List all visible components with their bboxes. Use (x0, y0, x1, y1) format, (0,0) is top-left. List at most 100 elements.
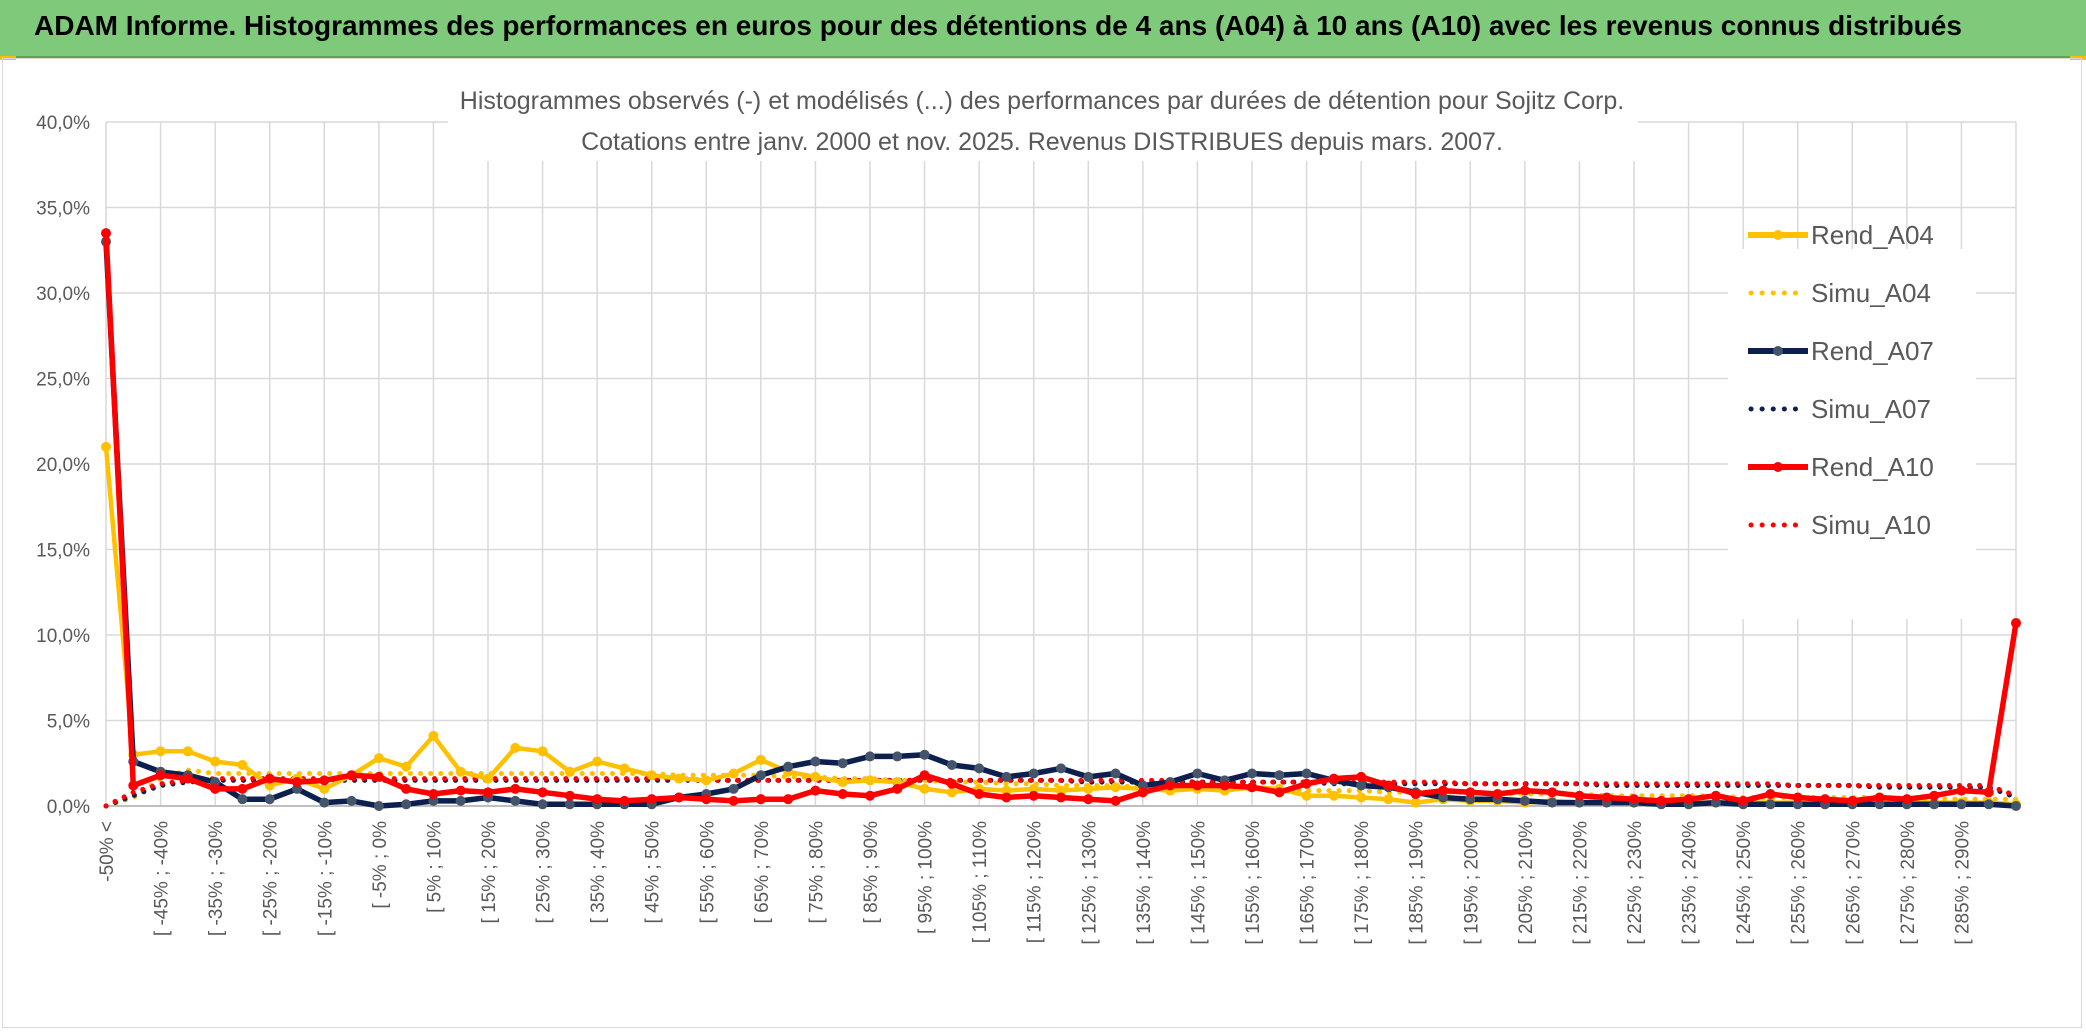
y-tick-label: 35,0% (36, 199, 90, 220)
data-point-rend_a10 (1847, 795, 1858, 806)
data-point-rend_a10 (1601, 792, 1612, 803)
data-point-rend_a07 (1792, 799, 1803, 810)
data-point-rend_a07 (1438, 792, 1448, 803)
data-point-rend_a10 (1492, 789, 1503, 800)
data-point-rend_a10 (1328, 773, 1339, 784)
data-point-rend_a10 (810, 785, 821, 796)
x-tick-label: [ 205% ; 210% (1516, 821, 1537, 945)
y-tick-label: 30,0% (36, 284, 90, 305)
chart-title-block: Histogrammes observés (-) et modélisés (… (448, 81, 1638, 161)
x-tick-label: [ -25% ; -20% (261, 821, 282, 936)
data-point-rend_a10 (1547, 787, 1558, 798)
data-point-rend_a10 (1247, 782, 1257, 793)
data-point-rend_a10 (837, 789, 848, 800)
data-point-rend_a10 (755, 794, 766, 805)
legend-label-rend_a07: Rend_A07 (1811, 336, 1934, 366)
data-point-rend_a04 (1028, 783, 1039, 794)
data-point-rend_a10 (101, 228, 111, 239)
data-point-rend_a04 (837, 777, 848, 788)
data-point-rend_a10 (1956, 785, 1967, 796)
data-point-rend_a10 (1738, 795, 1749, 806)
title-background (448, 81, 1638, 161)
data-point-rend_a04 (755, 754, 766, 765)
data-point-rend_a07 (1110, 768, 1121, 779)
data-point-rend_a10 (264, 773, 275, 784)
data-point-rend_a07 (1465, 794, 1476, 805)
data-point-rend_a07 (1574, 797, 1585, 808)
data-point-rend_a07 (2011, 801, 2021, 811)
data-point-rend_a07 (946, 759, 957, 770)
data-point-rend_a07 (373, 801, 384, 811)
x-tick-label: [ 135% ; 140% (1134, 821, 1155, 945)
data-point-rend_a10 (1874, 792, 1885, 803)
data-point-rend_a04 (1001, 785, 1012, 796)
data-point-rend_a10 (128, 780, 139, 791)
data-point-rend_a07 (1274, 770, 1285, 781)
x-tick-label: [ -5% ; 0% (370, 821, 391, 909)
data-point-rend_a10 (646, 794, 657, 805)
data-point-rend_a10 (428, 789, 439, 800)
legend-label-simu_a10: Simu_A10 (1811, 510, 1931, 540)
y-tick-label: 10,0% (36, 626, 90, 647)
data-point-rend_a04 (1328, 790, 1339, 801)
data-point-rend_a10 (1410, 789, 1421, 800)
data-point-rend_a07 (974, 763, 985, 774)
data-point-rend_a10 (182, 773, 193, 784)
data-point-rend_a10 (237, 783, 248, 794)
data-point-rend_a04 (1301, 790, 1312, 801)
legend-marker-rend_a10 (1773, 462, 1783, 472)
data-point-rend_a10 (2011, 618, 2021, 629)
data-point-rend_a07 (1056, 763, 1066, 774)
data-point-rend_a10 (1656, 795, 1667, 806)
legend-label-simu_a04: Simu_A04 (1811, 278, 1931, 308)
series-lines (101, 228, 2021, 811)
data-point-rend_a10 (1710, 790, 1721, 801)
data-point-rend_a10 (510, 783, 521, 794)
data-point-rend_a07 (892, 751, 903, 762)
chart-area: 0,0% 5,0% 10,0% 15,0% 20,0% 25,0% 30,0% 35,0% 40… (2, 58, 2082, 1028)
x-axis-labels: -50% < [ -45% ; -40% [ -35% ; -30% [ -25% ;… (97, 821, 1973, 945)
data-point-rend_a04 (373, 753, 384, 764)
data-point-rend_a04 (646, 770, 657, 781)
data-point-rend_a04 (319, 783, 330, 794)
x-tick-label: [ 105% ; 110% (970, 821, 991, 943)
data-point-rend_a10 (1165, 780, 1176, 791)
grid (105, 121, 2017, 807)
x-tick-label: [ 5% ; 10% (424, 821, 445, 913)
data-point-rend_a07 (1956, 799, 1967, 810)
data-point-rend_a07 (810, 756, 821, 767)
y-tick-label: 25,0% (36, 370, 90, 391)
data-point-rend_a10 (974, 789, 985, 800)
data-point-rend_a07 (1301, 768, 1312, 779)
data-point-rend_a07 (728, 783, 739, 794)
data-point-rend_a10 (1001, 792, 1012, 803)
data-point-rend_a07 (237, 794, 248, 805)
report-title: ADAM Informe. Histogrammes des performan… (34, 10, 1962, 41)
data-point-rend_a04 (674, 773, 684, 784)
data-point-rend_a07 (292, 783, 302, 794)
legend-label-simu_a07: Simu_A07 (1811, 394, 1931, 424)
y-tick-label: 5,0% (47, 712, 90, 733)
data-point-rend_a10 (1219, 780, 1230, 791)
data-point-rend_a04 (619, 763, 630, 774)
legend-background (1728, 249, 1976, 619)
data-point-rend_a04 (701, 775, 712, 786)
data-point-rend_a10 (1901, 794, 1912, 805)
data-point-rend_a10 (210, 783, 221, 794)
x-tick-label: [ 215% ; 220% (1570, 821, 1591, 945)
data-point-rend_a10 (1929, 790, 1940, 801)
x-tick-label: [ 265% ; 270% (1843, 821, 1864, 945)
x-tick-label: [ -35% ; -30% (206, 821, 227, 936)
x-tick-label: [ -15% ; -10% (315, 821, 336, 936)
data-point-rend_a04 (101, 441, 111, 452)
chart-title: Histogrammes observés (-) et modélisés (… (460, 87, 1624, 115)
series-line-simu_a10 (103, 776, 2019, 809)
data-point-rend_a10 (946, 778, 957, 789)
chart-subtitle: Cotations entre janv. 2000 et nov. 2025.… (581, 128, 1503, 156)
data-point-rend_a10 (1192, 780, 1203, 791)
data-point-rend_a04 (428, 730, 439, 741)
x-tick-label: [ 45% ; 50% (643, 821, 664, 924)
x-tick-label: [ 125% ; 130% (1079, 821, 1100, 945)
x-tick-label: -50% < (97, 821, 118, 882)
x-tick-label: [ 65% ; 70% (752, 821, 773, 924)
